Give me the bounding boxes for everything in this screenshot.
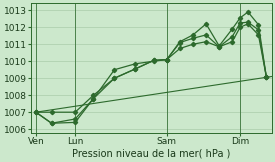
X-axis label: Pression niveau de la mer( hPa ): Pression niveau de la mer( hPa ) bbox=[72, 149, 230, 159]
